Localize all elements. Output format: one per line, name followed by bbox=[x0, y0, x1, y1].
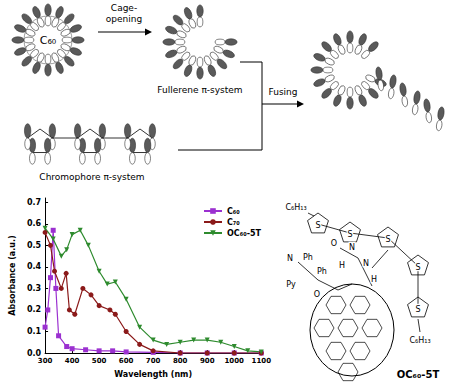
svg-text:0.1: 0.1 bbox=[27, 327, 42, 336]
svg-text:0.0: 0.0 bbox=[26, 348, 42, 358]
svg-text:O: O bbox=[314, 290, 320, 299]
svg-text:S: S bbox=[315, 221, 320, 230]
svg-text:S: S bbox=[415, 263, 420, 272]
svg-text:N: N bbox=[349, 243, 355, 252]
svg-text:900: 900 bbox=[200, 357, 215, 365]
svg-text:Ph: Ph bbox=[303, 253, 313, 262]
svg-text:800: 800 bbox=[173, 357, 188, 365]
svg-text:Fusing: Fusing bbox=[269, 87, 298, 97]
svg-text:C₇₀: C₇₀ bbox=[227, 218, 240, 227]
svg-text:Chromophore π-system: Chromophore π-system bbox=[39, 172, 144, 182]
svg-text:0.7: 0.7 bbox=[27, 198, 41, 207]
svg-text:N: N bbox=[287, 254, 293, 263]
svg-text:1000: 1000 bbox=[224, 357, 244, 365]
svg-text:opening: opening bbox=[106, 14, 142, 24]
svg-text:S: S bbox=[415, 305, 420, 314]
svg-text:600: 600 bbox=[119, 357, 134, 365]
svg-text:Absorbance (a.u.): Absorbance (a.u.) bbox=[8, 235, 17, 315]
svg-text:0.3: 0.3 bbox=[27, 284, 41, 293]
svg-text:H: H bbox=[339, 261, 345, 270]
svg-text:300: 300 bbox=[38, 357, 53, 365]
svg-text:C₆H₁₃: C₆H₁₃ bbox=[285, 203, 306, 212]
svg-text:400: 400 bbox=[65, 357, 80, 365]
svg-text:1100: 1100 bbox=[252, 357, 272, 365]
svg-text:O: O bbox=[331, 239, 337, 248]
svg-text:0.4: 0.4 bbox=[27, 262, 42, 271]
svg-text:0.5: 0.5 bbox=[27, 241, 42, 250]
svg-text:S: S bbox=[347, 230, 352, 239]
svg-text:Ph: Ph bbox=[317, 267, 327, 276]
svg-text:Wavelength (nm): Wavelength (nm) bbox=[114, 370, 192, 379]
svg-text:N: N bbox=[363, 259, 369, 268]
svg-text:0.2: 0.2 bbox=[27, 305, 41, 314]
svg-text:C₆H₁₃: C₆H₁₃ bbox=[409, 336, 430, 345]
svg-text:H: H bbox=[371, 275, 377, 284]
svg-text:OC₆₀-5T: OC₆₀-5T bbox=[397, 369, 440, 380]
svg-text:700: 700 bbox=[146, 357, 161, 365]
svg-text:C₆₀: C₆₀ bbox=[227, 207, 240, 216]
svg-text:Py: Py bbox=[286, 280, 296, 289]
svg-text:OC₆₀-5T: OC₆₀-5T bbox=[227, 229, 262, 238]
svg-text:C₆₀: C₆₀ bbox=[40, 34, 57, 47]
svg-text:0.6: 0.6 bbox=[27, 219, 42, 228]
svg-text:S: S bbox=[385, 235, 390, 244]
svg-text:500: 500 bbox=[92, 357, 107, 365]
svg-text:Cage-: Cage- bbox=[111, 3, 137, 13]
svg-text:Fullerene π-system: Fullerene π-system bbox=[157, 85, 242, 95]
